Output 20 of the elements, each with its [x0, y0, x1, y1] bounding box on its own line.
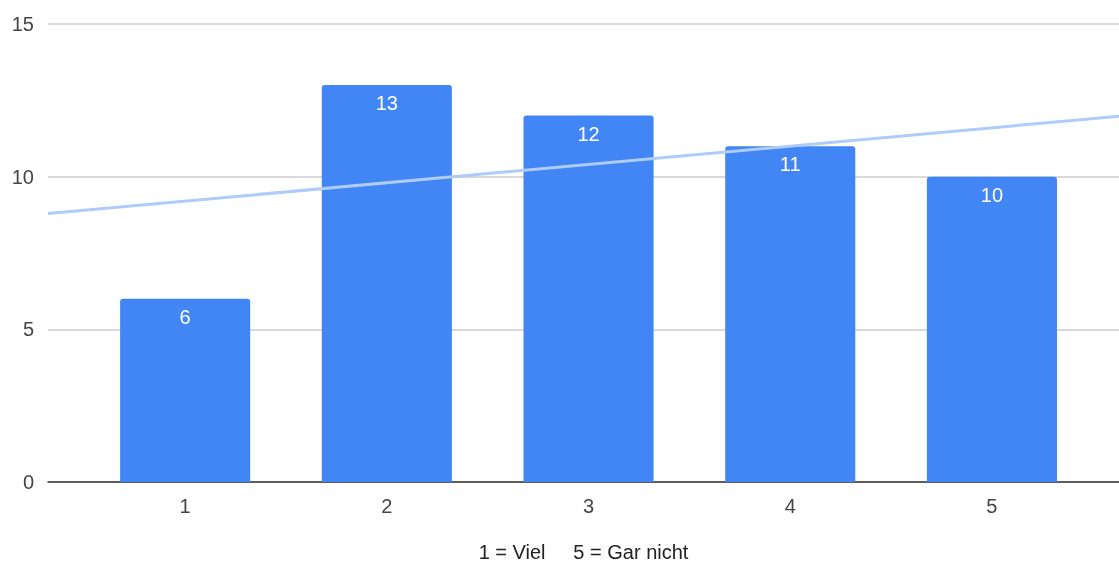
x-tick-label: 5 — [986, 495, 998, 517]
bar — [321, 85, 452, 482]
data-label: 12 — [577, 122, 600, 145]
data-label: 11 — [779, 153, 801, 176]
data-label: 10 — [980, 183, 1004, 206]
bar — [725, 146, 856, 482]
x-tick-label: 1 — [179, 495, 191, 517]
y-tick-label: 10 — [11, 165, 34, 188]
data-label: 13 — [375, 92, 398, 115]
y-tick-label: 0 — [22, 471, 34, 493]
x-tick-label: 4 — [784, 495, 796, 517]
x-tick-label: 3 — [582, 495, 595, 517]
bar — [926, 176, 1057, 482]
x-axis-title: 1 = Viel 5 = Gar nicht — [478, 541, 689, 563]
y-tick-label: 5 — [22, 318, 34, 341]
y-tick-label: 15 — [11, 13, 34, 35]
x-tick-label: 2 — [381, 495, 393, 517]
bar — [523, 115, 654, 482]
data-label: 6 — [179, 305, 191, 328]
bar — [120, 298, 251, 482]
